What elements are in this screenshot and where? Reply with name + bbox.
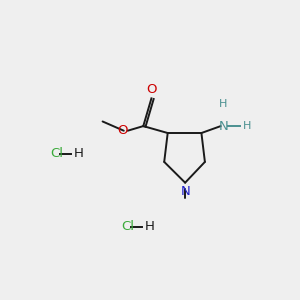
Text: Cl: Cl bbox=[121, 220, 134, 233]
Text: N: N bbox=[180, 184, 190, 197]
Text: Cl: Cl bbox=[50, 147, 63, 160]
Text: N: N bbox=[219, 120, 228, 133]
Text: H: H bbox=[74, 147, 83, 160]
Text: H: H bbox=[219, 99, 228, 109]
Text: H: H bbox=[243, 121, 252, 131]
Text: O: O bbox=[117, 124, 128, 137]
Text: H: H bbox=[145, 220, 154, 233]
Text: O: O bbox=[146, 82, 157, 96]
